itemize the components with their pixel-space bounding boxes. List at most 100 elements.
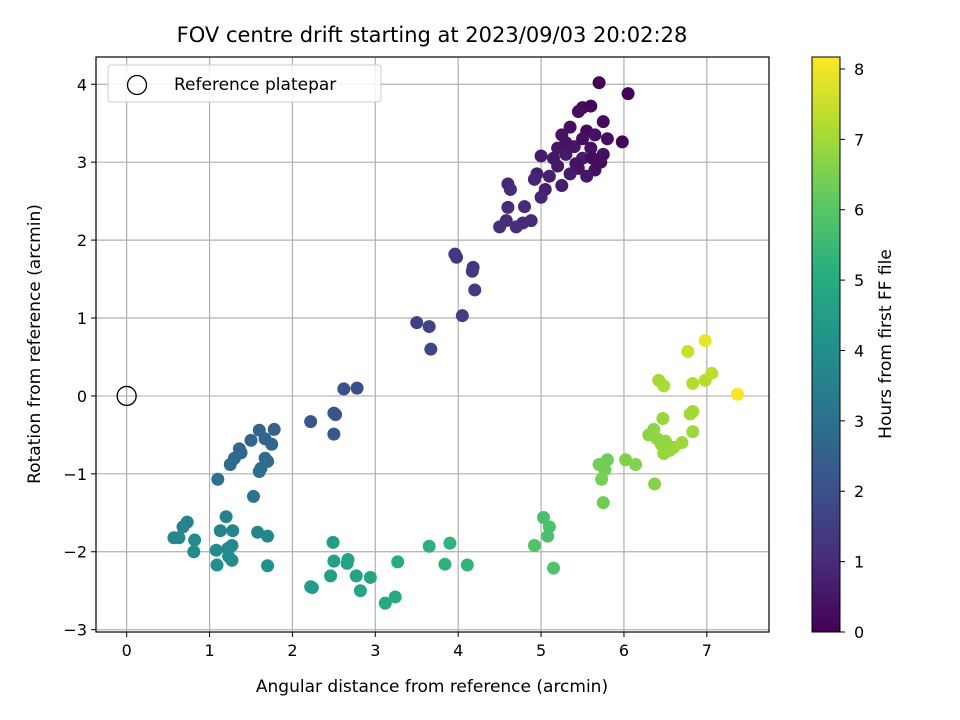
- data-point: [219, 510, 233, 524]
- data-point: [527, 172, 541, 186]
- data-point: [349, 569, 363, 583]
- data-point: [524, 214, 538, 228]
- data-point: [534, 149, 548, 163]
- colorbar-tick-label: 6: [854, 201, 864, 220]
- data-point: [657, 379, 671, 393]
- data-points: [167, 76, 745, 610]
- data-point: [223, 457, 237, 471]
- data-point: [592, 76, 606, 90]
- colorbar-tick-label: 7: [854, 130, 864, 149]
- x-tick-label: 3: [370, 641, 380, 660]
- x-tick-label: 4: [453, 641, 463, 660]
- data-point: [537, 510, 551, 524]
- data-point: [460, 558, 474, 572]
- data-point: [261, 559, 275, 573]
- data-point: [731, 387, 745, 401]
- data-point: [517, 200, 531, 214]
- y-tick-label: 0: [77, 387, 87, 406]
- data-point: [621, 87, 635, 101]
- legend-box: [107, 64, 382, 103]
- data-point: [596, 496, 610, 510]
- x-tick-label: 1: [204, 641, 214, 660]
- chart-title: FOV centre drift starting at 2023/09/03 …: [177, 23, 688, 47]
- data-point: [244, 433, 258, 447]
- data-point: [541, 529, 555, 543]
- data-point: [600, 132, 614, 146]
- data-point: [187, 545, 201, 559]
- data-point: [353, 584, 367, 598]
- colorbar-tick-label: 3: [854, 412, 864, 431]
- data-point: [580, 169, 594, 183]
- data-point: [648, 477, 662, 491]
- data-point: [563, 167, 577, 181]
- data-point: [252, 464, 266, 478]
- data-point: [251, 525, 265, 539]
- data-point: [551, 159, 565, 173]
- y-tick-label: −3: [63, 621, 87, 640]
- data-point: [211, 472, 225, 486]
- data-point: [410, 316, 424, 330]
- data-point: [225, 553, 239, 567]
- data-point: [563, 120, 577, 134]
- data-point: [350, 381, 364, 395]
- data-point: [450, 250, 464, 264]
- data-point: [261, 529, 275, 543]
- data-point: [596, 115, 610, 129]
- legend: Reference platepar: [107, 64, 382, 103]
- data-point: [304, 415, 318, 429]
- data-point: [324, 569, 338, 583]
- data-point: [363, 570, 377, 584]
- x-tick-label: 7: [702, 641, 712, 660]
- data-point: [305, 581, 319, 595]
- data-point: [584, 141, 598, 155]
- y-tick-label: 1: [77, 309, 87, 328]
- data-point: [499, 214, 513, 228]
- data-point: [209, 543, 223, 557]
- data-point: [698, 334, 712, 348]
- x-tick-label: 6: [619, 641, 629, 660]
- y-tick-label: 4: [77, 75, 87, 94]
- data-point: [172, 531, 186, 545]
- x-tick-label: 5: [536, 641, 546, 660]
- x-axis-ticks: 0 1 2 3 4 5 6 7: [122, 632, 712, 660]
- plot-frame: [95, 56, 770, 633]
- data-point: [503, 182, 517, 196]
- data-point: [226, 524, 240, 538]
- data-point: [422, 320, 436, 334]
- data-point: [547, 561, 561, 575]
- data-point: [686, 405, 700, 419]
- colorbar-ticks: 0 1 2 3 4 5 6 7 8: [840, 60, 864, 642]
- colorbar-tick-label: 1: [854, 553, 864, 572]
- data-point: [267, 422, 281, 436]
- legend-label-reference: Reference platepar: [174, 75, 336, 95]
- y-tick-label: −1: [63, 465, 87, 484]
- data-point: [686, 376, 700, 390]
- data-point: [584, 99, 598, 113]
- data-point: [455, 309, 469, 323]
- data-point: [326, 535, 340, 549]
- data-point: [465, 264, 479, 278]
- data-point: [657, 447, 671, 461]
- data-point: [615, 135, 629, 149]
- data-point: [246, 489, 260, 503]
- y-axis-label: Rotation from reference (arcmin): [25, 204, 45, 484]
- data-point: [656, 412, 670, 426]
- data-point: [681, 345, 695, 359]
- legend-marker-reference: [126, 74, 148, 96]
- data-point: [329, 408, 343, 422]
- data-point: [619, 453, 633, 467]
- x-tick-label: 2: [287, 641, 297, 660]
- data-point: [327, 554, 341, 568]
- data-point: [501, 200, 515, 214]
- data-point: [576, 132, 590, 146]
- data-point: [675, 436, 689, 450]
- data-point: [337, 382, 351, 396]
- data-point: [686, 425, 700, 439]
- colorbar-label: Hours from first FF file: [876, 249, 896, 439]
- data-point: [188, 533, 202, 547]
- data-point: [424, 342, 438, 356]
- data-point: [468, 283, 482, 297]
- colorbar-tick-label: 2: [854, 482, 864, 501]
- colorbar-tick-label: 4: [854, 341, 864, 360]
- data-point: [443, 536, 457, 550]
